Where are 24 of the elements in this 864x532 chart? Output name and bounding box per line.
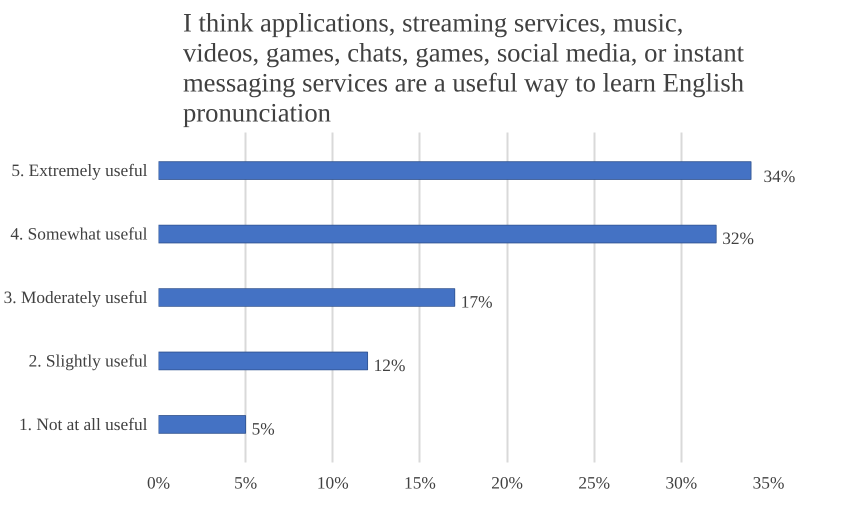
x-tick-label: 25% — [578, 474, 610, 492]
x-tick-label: 10% — [316, 474, 349, 492]
x-tick-label: 0% — [146, 474, 170, 492]
x-tick-label: 35% — [752, 474, 784, 492]
y-tick-label: 2. Slightly useful — [28, 351, 148, 370]
y-tick-label: 1. Not at all useful — [19, 414, 148, 434]
bar — [158, 288, 456, 307]
data-label: 32% — [722, 229, 754, 248]
data-label: 34% — [764, 167, 796, 186]
y-tick-label: 3. Moderately useful — [4, 288, 148, 307]
data-label: 5% — [252, 419, 275, 438]
data-label: 17% — [460, 292, 493, 312]
x-tick-label: 5% — [234, 474, 258, 492]
x-tick-label: 20% — [491, 474, 523, 492]
data-label: 12% — [374, 356, 406, 375]
bar — [158, 161, 752, 180]
y-tick-label: 5. Extremely useful — [11, 161, 148, 180]
bar — [158, 415, 246, 434]
bar — [158, 224, 717, 244]
x-tick-label: 15% — [404, 474, 436, 492]
y-tick-label: 4. Somewhat useful — [10, 224, 148, 244]
x-tick-label: 30% — [665, 474, 698, 492]
chart-title: I think applications, streaming services, music, videos, games, chats, games, social media, or instant messaging services are a useful way to learn English pronunciation — [182, 8, 745, 128]
bar — [158, 352, 368, 370]
